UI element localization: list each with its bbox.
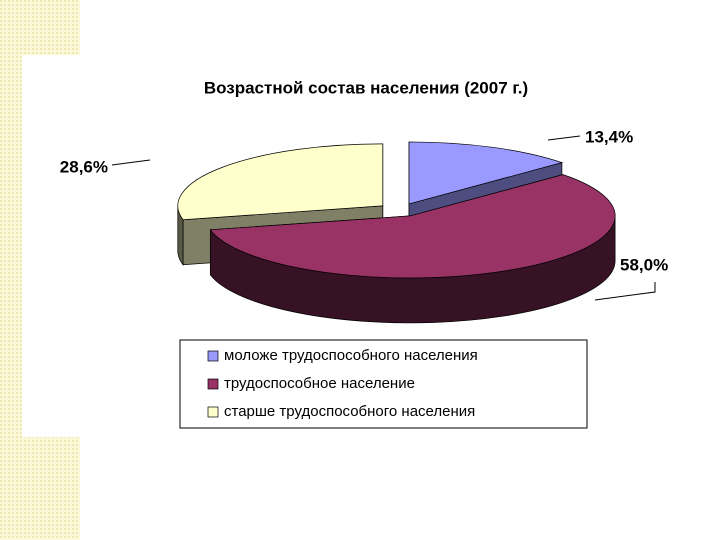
slice — [408, 141, 564, 205]
legend-label: старше трудоспособного населения — [224, 403, 475, 420]
value-label: 28,6% — [60, 157, 108, 176]
legend-box — [179, 339, 588, 429]
leader-line — [111, 159, 151, 166]
legend-label: моложе трудоспособного населения — [224, 347, 478, 364]
panel — [22, 55, 82, 437]
value-label: 58,0% — [620, 255, 668, 274]
slice — [177, 143, 384, 221]
legend-swatch — [207, 350, 219, 362]
legend-label: трудоспособное население — [224, 375, 415, 392]
leader-line — [594, 282, 656, 301]
chart-title: Возрастной состав населения (2007 г.) — [204, 78, 528, 97]
value-label: 13,4% — [585, 127, 633, 146]
legend-swatch — [207, 406, 219, 418]
slice — [209, 174, 616, 279]
leader-line — [547, 135, 581, 141]
legend-swatch — [207, 378, 219, 390]
